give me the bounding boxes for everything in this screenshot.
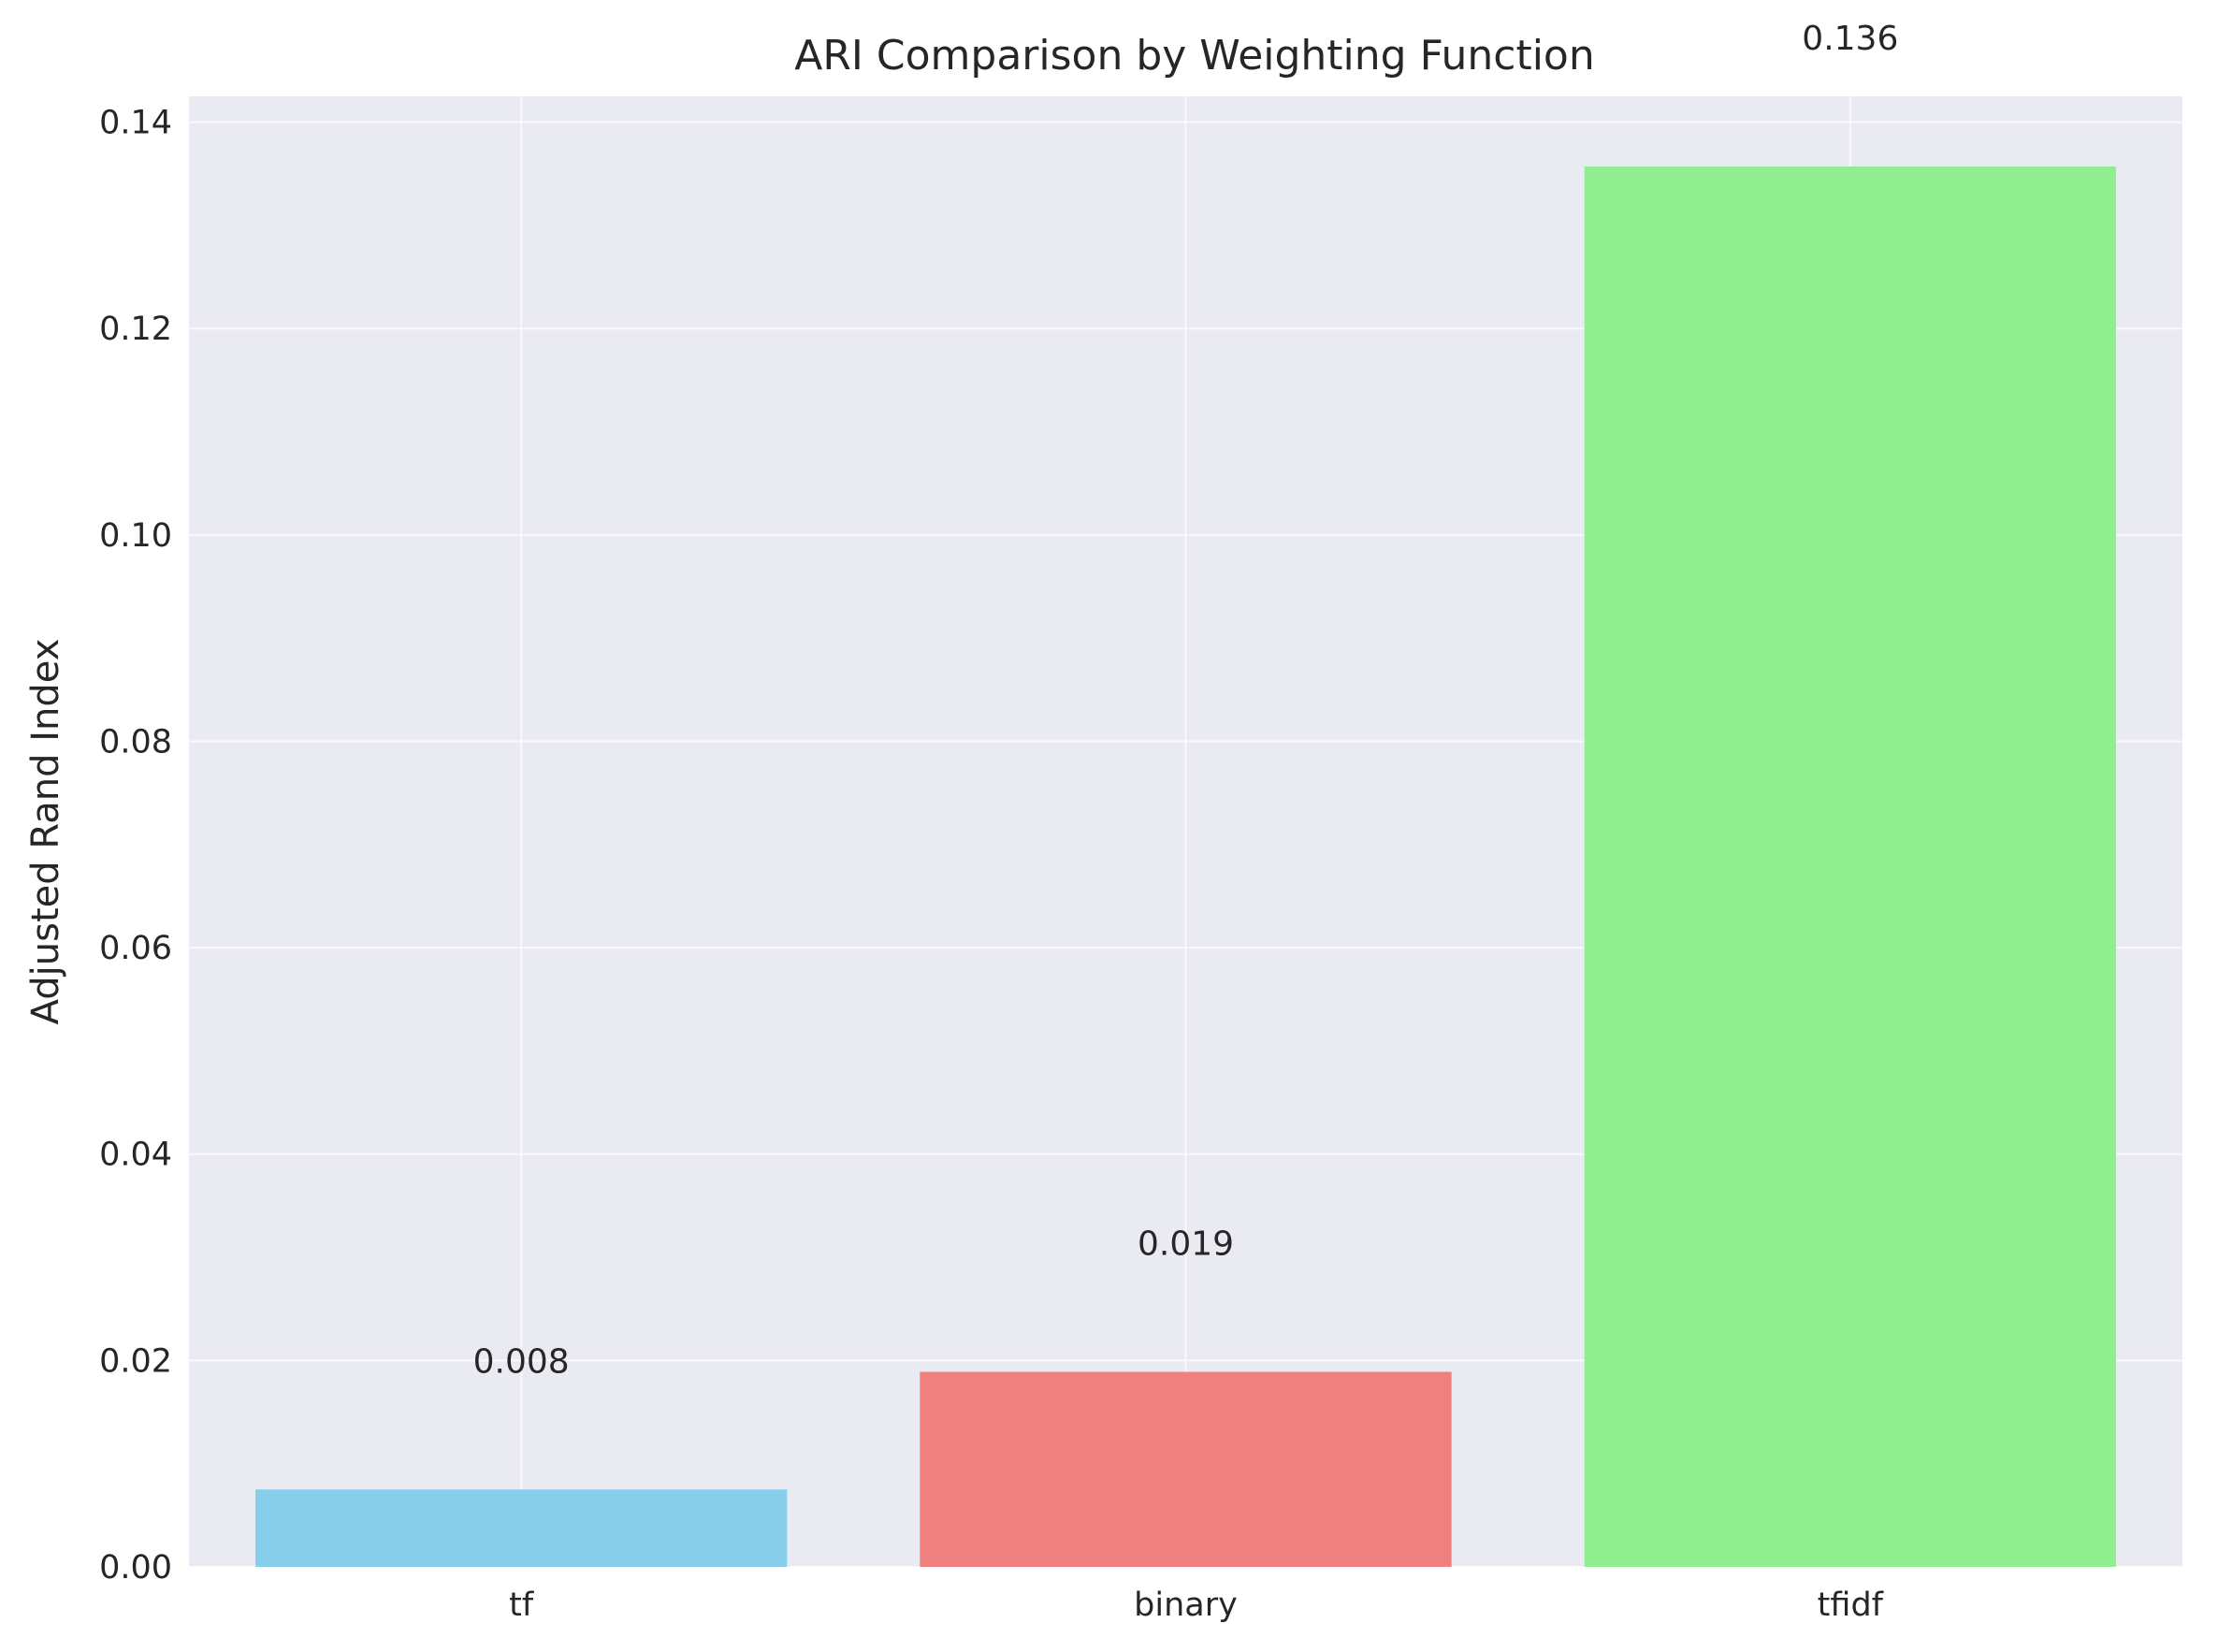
bar — [1584, 167, 2116, 1567]
x-tick-labels: tf binary tfidf — [509, 1587, 1884, 1624]
bar — [255, 1489, 788, 1567]
y-tick-label: 0.06 — [99, 930, 172, 967]
bar-value-label: 0.136 — [1802, 20, 1898, 58]
y-tick-label: 0.04 — [99, 1137, 172, 1174]
x-tick-label: tfidf — [1818, 1587, 1884, 1624]
y-tick-label: 0.00 — [99, 1549, 172, 1587]
x-tick-label: binary — [1134, 1587, 1238, 1624]
value-labels: 0.008 0.019 0.136 — [473, 20, 1899, 1381]
y-tick-labels: 0.00 0.02 0.04 0.06 0.08 0.10 0.12 0.14 — [99, 105, 172, 1587]
y-tick-label: 0.14 — [99, 105, 172, 142]
x-tick-label: tf — [509, 1587, 534, 1624]
bar-value-label: 0.019 — [1138, 1225, 1234, 1264]
y-tick-label: 0.12 — [99, 311, 172, 348]
y-tick-label: 0.02 — [99, 1342, 172, 1380]
y-tick-label: 0.08 — [99, 723, 172, 761]
y-tick-label: 0.10 — [99, 517, 172, 555]
bars — [255, 167, 2116, 1567]
chart-title: ARI Comparison by Weighting Function — [794, 32, 1595, 80]
y-axis-label: Adjusted Rand Index — [24, 639, 67, 1025]
bar — [920, 1371, 1452, 1567]
bar-value-label: 0.008 — [473, 1342, 570, 1381]
